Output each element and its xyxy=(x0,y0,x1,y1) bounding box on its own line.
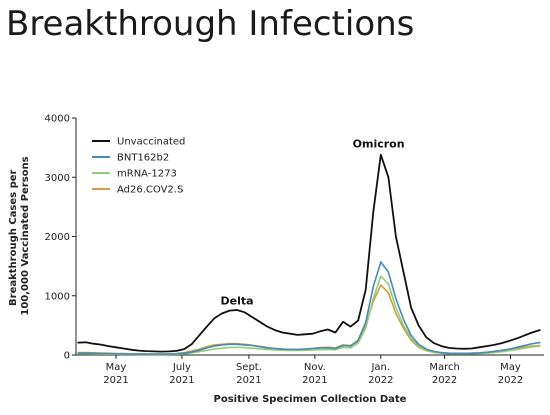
x-ticks: May 2021 July 2021 Sept. 2021 Nov. 2021 Jan. 2022… xyxy=(103,355,523,386)
legend-label-unvaccinated: Unvaccinated xyxy=(117,137,185,148)
annotation-delta: Delta xyxy=(221,295,254,308)
x-tick-year-label: 2022 xyxy=(368,375,393,386)
series-lines xyxy=(77,153,541,356)
x-tick-month-label: May xyxy=(106,362,127,373)
x-axis-title: Positive Specimen Collection Date xyxy=(214,394,407,405)
y-tick-label: 4000 xyxy=(45,114,70,125)
slide-title: Breakthrough Infections xyxy=(6,4,415,44)
y-axis-title-line-2: 100,000 Vaccinated Persons xyxy=(20,156,31,315)
y-ticks: 0 1000 2000 3000 4000 xyxy=(45,114,76,362)
x-tick-year-label: 2021 xyxy=(103,375,128,386)
y-tick-label: 0 xyxy=(64,351,70,362)
chart-axes: 0 1000 2000 3000 4000 May 2021 July 2021 Sept. 20… xyxy=(45,114,544,386)
x-tick-month-label: Nov. xyxy=(304,362,326,373)
y-tick-label: 3000 xyxy=(45,173,70,184)
x-tick-month-label: July xyxy=(172,362,191,373)
legend-label-ad26-cov2-s: Ad26.COV2.S xyxy=(117,185,183,196)
x-tick-month-label: May xyxy=(500,362,521,373)
y-axis-title: Breakthrough Cases per 100,000 Vaccinate… xyxy=(8,156,31,315)
x-tick-month-label: March xyxy=(429,362,459,373)
x-tick-year-label: 2021 xyxy=(302,375,327,386)
legend-label-mrna-1273: mRNA-1273 xyxy=(117,169,177,180)
x-tick-year-label: 2021 xyxy=(169,375,194,386)
x-tick-month-label: Jan. xyxy=(370,362,390,373)
series-line-bnt162b2 xyxy=(77,261,541,355)
series-line-mrna-1273 xyxy=(77,275,541,356)
y-axis-title-line-1: Breakthrough Cases per xyxy=(8,169,19,306)
y-tick-label: 2000 xyxy=(45,232,70,243)
chart-annotations: Delta Omicron xyxy=(221,138,405,308)
x-tick-year-label: 2022 xyxy=(498,375,523,386)
x-tick-year-label: 2022 xyxy=(432,375,457,386)
x-tick-month-label: Sept. xyxy=(236,362,262,373)
annotation-omicron: Omicron xyxy=(353,138,405,151)
legend-label-bnt162b2: BNT162b2 xyxy=(117,153,169,164)
y-tick-label: 1000 xyxy=(45,291,70,302)
chart-legend: Unvaccinated BNT162b2 mRNA-1273 Ad26.COV2.S xyxy=(92,137,185,196)
series-line-ad26-cov2-s xyxy=(77,284,541,355)
series-line-unvaccinated xyxy=(77,153,541,353)
x-tick-year-label: 2021 xyxy=(236,375,261,386)
